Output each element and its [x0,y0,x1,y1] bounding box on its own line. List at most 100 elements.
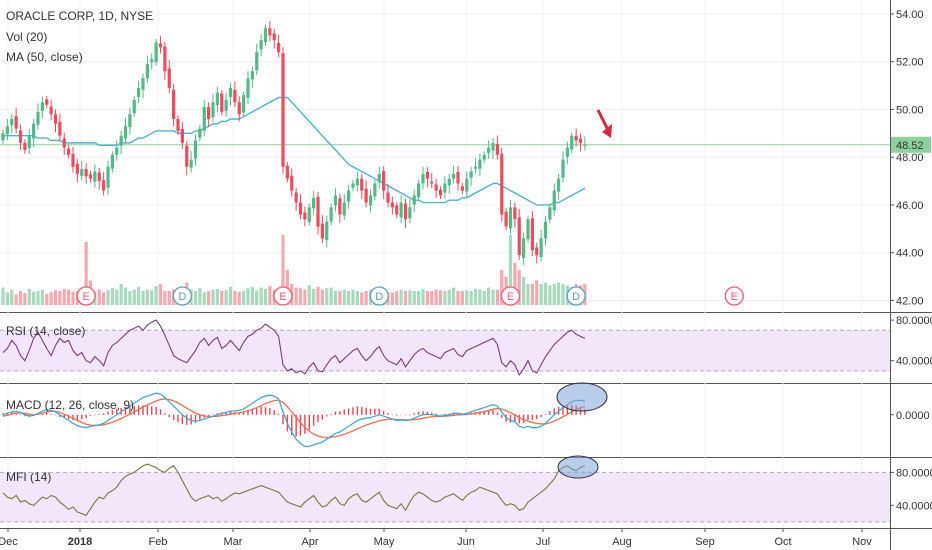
macd-histogram-bar [46,412,48,415]
date-tick-label: Feb [149,536,168,548]
candle-body [106,166,110,188]
candle-body [141,78,145,90]
candle-body [167,68,171,88]
rsi-tick-label: 80.0000 [896,315,932,327]
macd-histogram-bar [496,412,499,415]
candle-body [526,219,530,240]
macd-histogram-bar [247,410,249,415]
candle-body [548,207,552,220]
volume-bar [5,292,9,305]
volume-bar [500,270,504,305]
volume-legend: Vol (20) [6,30,47,44]
volume-bar [561,284,565,305]
volume-bar [557,282,561,305]
macd-histogram-bar [155,406,157,415]
date-tick-label: Dec [0,536,18,548]
macd-histogram-bar [404,414,407,416]
candle-body [1,133,5,141]
candle-body [88,174,93,179]
macd-histogram-bar [391,414,394,415]
macd-histogram-bar [277,413,280,415]
volume-bar [259,287,263,305]
volume-bar [110,288,114,305]
volume-bar [298,288,303,305]
macd-histogram-bar [59,414,61,418]
candle-body [259,40,263,50]
volume-bar [202,292,206,305]
candle-body [128,114,132,128]
candle-body [84,169,88,177]
volume-bar [67,289,71,305]
macd-histogram-bar [151,406,153,415]
macd-histogram-bar [111,410,114,415]
macd-histogram-bar [378,408,380,415]
candle-body [578,138,583,143]
volume-bar [434,289,438,305]
candle-body [119,135,123,146]
volume-bar [360,292,364,305]
candle-body [465,178,469,192]
candle-body [408,207,412,219]
candle-body [263,28,268,43]
candle-body [75,163,79,174]
candle-body [23,142,27,151]
macd-histogram-bar [435,413,437,415]
rsi-band [0,330,890,371]
candle-body [224,99,228,111]
volume-bar [530,284,534,305]
earnings-marker [724,286,744,306]
volume-bar [263,288,268,305]
macd-histogram-bar [417,411,420,415]
volume-bar [145,289,149,305]
candle-body [434,184,438,191]
candle-body [333,195,338,206]
macd-histogram-bar [142,405,144,415]
macd-histogram-bar [317,414,319,423]
candle-body [298,202,303,215]
candle-body [500,153,504,215]
volume-bar [158,284,163,305]
candle-body [447,178,451,186]
volume-bar [193,291,198,305]
macd-histogram-bar [269,408,271,415]
volume-bar [395,291,399,305]
candle-body [417,183,421,198]
date-tick-label: Apr [301,536,318,548]
volume-bar [106,290,110,305]
candle-body [290,175,294,191]
candle-body [80,169,84,176]
candle-body [97,172,101,182]
earnings-marker-label: E [731,291,738,303]
volume-bar [97,289,101,305]
candle-body [211,102,215,118]
mfi-tick-label: 80.0000 [896,467,932,479]
candle-body [368,195,373,206]
macd-histogram-bar [212,414,214,415]
macd-histogram-bar [422,411,424,415]
candle-body [150,59,154,63]
macd-histogram-bar [343,409,345,415]
volume-bar [207,291,211,305]
earnings-marker [500,286,521,306]
candle-body [163,46,167,72]
volume-bar [408,290,412,305]
macd-histogram-bar [107,411,109,415]
mfi-tick-label: 40.0000 [896,500,932,512]
volume-bar [242,291,246,305]
volume-bar [84,242,88,305]
volume-bar [447,289,451,305]
candle-body [207,107,211,119]
macd-histogram-bar [72,414,74,420]
macd-histogram-bar [194,414,197,423]
macd-histogram-bar [487,410,490,415]
candle-body [355,178,359,186]
macd-histogram-bar [339,411,341,415]
ma-50-line [3,96,586,206]
candle-body [172,89,176,119]
macd-histogram-bar [540,414,542,418]
dividend-marker-label: D [375,291,383,303]
macd-tick-label: 0.0000 [896,410,930,422]
macd-histogram-bar [282,414,284,425]
candle-body [430,181,434,184]
macd-histogram-bar [374,408,376,415]
